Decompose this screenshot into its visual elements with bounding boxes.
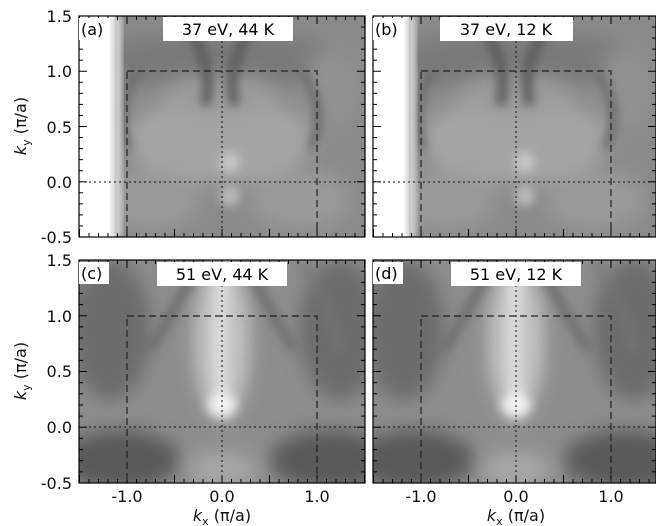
panel-d-letter-box bbox=[373, 262, 403, 284]
panel-c: (c) 51 eV, 44 K bbox=[78, 259, 366, 484]
panel-c-letter: (c) bbox=[81, 264, 102, 283]
panel-d-title-box bbox=[451, 262, 581, 286]
y-tick-label: 1.5 bbox=[47, 7, 72, 26]
panel-d-title: 51 eV, 12 K bbox=[470, 265, 563, 284]
panel-c-title-box bbox=[157, 262, 287, 286]
panel-c-title: 51 eV, 44 K bbox=[176, 265, 269, 284]
y-tick-label: 0.0 bbox=[47, 173, 72, 192]
panel-b-image bbox=[373, 16, 656, 237]
y-tick-label: 0.5 bbox=[47, 362, 72, 381]
y-tick-label: -0.5 bbox=[41, 228, 72, 247]
x-tick-label: -1.0 bbox=[111, 487, 142, 506]
panel-a-letter-box bbox=[79, 18, 109, 40]
x-tick-label: 1.0 bbox=[598, 487, 623, 506]
y-tick-labels-bottom: 1.5 1.0 0.5 0.0 -0.5 bbox=[41, 251, 72, 493]
x-tick-labels-right: -1.0 0.0 1.0 bbox=[405, 487, 623, 506]
panel-a: (a) 37 eV, 44 K bbox=[78, 15, 366, 238]
panel-d-ticks bbox=[373, 259, 656, 484]
x-tick-label: -1.0 bbox=[405, 487, 436, 506]
y-axis-title-top: ky (π/a) bbox=[11, 97, 33, 155]
x-tick-label: 1.0 bbox=[304, 487, 329, 506]
panel-d: (d) 51 eV, 12 K bbox=[372, 259, 656, 484]
y-tick-label: 1.0 bbox=[47, 62, 72, 81]
panel-c-letter-box bbox=[79, 262, 109, 284]
panel-b-letter-box bbox=[373, 18, 403, 40]
panel-d-image bbox=[373, 260, 656, 483]
panel-a-letter: (a) bbox=[81, 20, 103, 39]
x-axis-title-left: kx (π/a) bbox=[193, 506, 251, 526]
panel-b-title: 37 eV, 12 K bbox=[460, 20, 553, 39]
y-tick-label: 1.5 bbox=[47, 251, 72, 270]
panel-b-letter: (b) bbox=[375, 20, 398, 39]
x-tick-labels-left: -1.0 0.0 1.0 bbox=[111, 487, 329, 506]
y-tick-label: -0.5 bbox=[41, 474, 72, 493]
y-tick-label: 0.5 bbox=[47, 118, 72, 137]
panel-b-title-box bbox=[440, 17, 573, 41]
y-axis-title-bottom: ky (π/a) bbox=[11, 342, 33, 400]
panel-d-letter: (d) bbox=[375, 264, 398, 283]
panel-a-title-box bbox=[163, 17, 293, 41]
x-tick-label: 0.0 bbox=[503, 487, 528, 506]
y-tick-labels-top: 1.5 1.0 0.5 0.0 -0.5 bbox=[41, 7, 72, 247]
panel-b: (b) 37 eV, 12 K bbox=[372, 15, 656, 238]
y-tick-label: 0.0 bbox=[47, 418, 72, 437]
panel-c-image bbox=[79, 260, 365, 483]
x-tick-label: 0.0 bbox=[209, 487, 234, 506]
x-axis-title-right: kx (π/a) bbox=[487, 506, 545, 526]
y-tick-label: 1.0 bbox=[47, 307, 72, 326]
panel-a-title: 37 eV, 44 K bbox=[182, 20, 275, 39]
